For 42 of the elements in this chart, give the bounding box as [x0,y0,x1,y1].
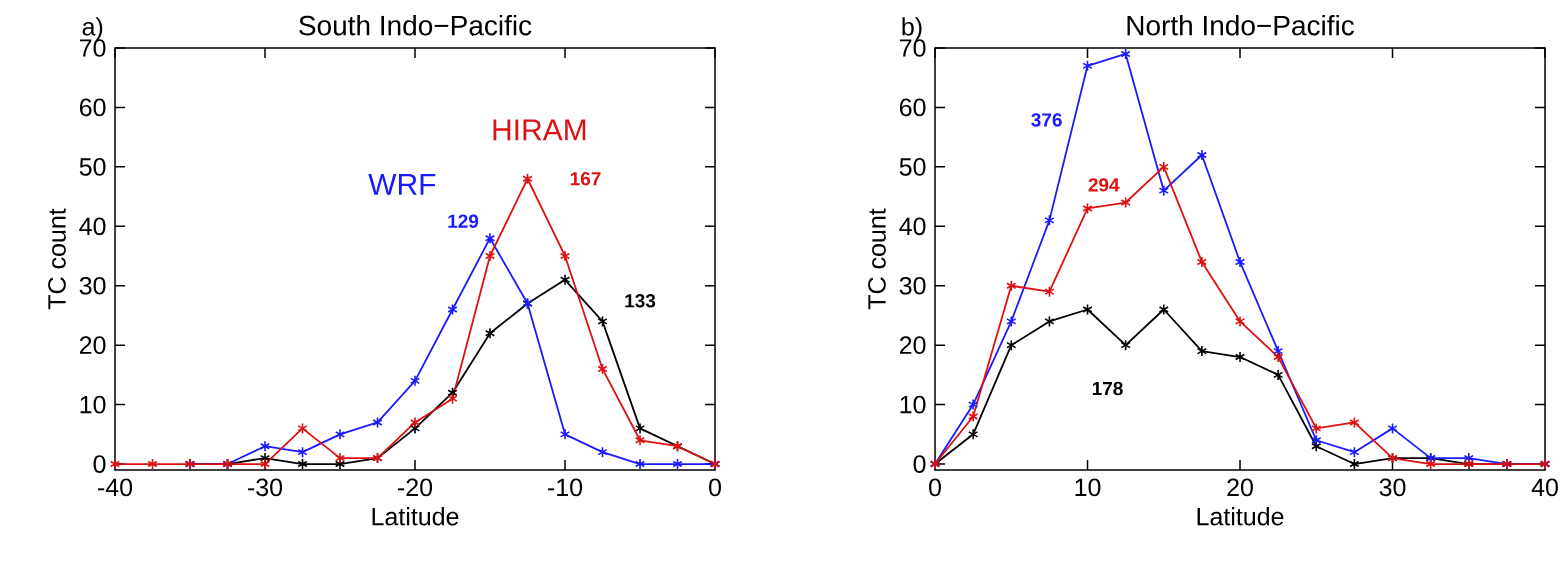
annotation: 376 [1031,113,1062,127]
x-tick-label: -40 [98,478,133,497]
y-tick-label: 70 [79,39,106,57]
chart-title: South Indo−Pacific [299,14,532,36]
y-tick-label: 40 [79,217,106,236]
x-tick-label: 30 [1379,478,1406,497]
text: WRF [368,174,436,195]
x-tick-label: 10 [1075,478,1101,497]
annotation: 167 [570,172,601,186]
annotation: 178 [1092,381,1123,396]
x-axis-title: Latitude [372,507,459,526]
y-axis-title: TC count [48,208,66,310]
y-tick-label: 60 [79,98,106,117]
x-tick-label: -10 [548,478,583,497]
y-tick-label: 30 [79,276,106,295]
y-tick-label: 70 [899,39,926,57]
x-tick-label: 0 [929,478,941,497]
text: b) [902,17,922,41]
chart-title: North Indo−Pacific [1127,14,1355,36]
y-tick-label: 50 [899,158,926,176]
annotation: 294 [1088,178,1120,192]
series-label: HIRAM [493,119,586,141]
text: a) [82,17,103,41]
y-tick-label: 10 [80,395,106,414]
y-tick-label: 0 [93,455,106,473]
y-tick-label: 20 [899,336,926,355]
y-tick-label: 30 [899,276,926,295]
annotation: 133 [625,294,656,308]
y-tick-label: 50 [79,158,106,176]
y-axis-title: TC count [868,208,886,310]
y-tick-label: 0 [913,455,926,473]
y-tick-label: 10 [900,395,926,414]
x-tick-label: 0 [709,478,721,497]
y-tick-label: 40 [899,217,926,236]
x-axis-title: Latitude [1197,507,1284,526]
annotation: 129 [448,214,479,228]
x-tick-label: 40 [1531,478,1558,497]
y-tick-label: 20 [79,336,106,355]
x-tick-label: -30 [248,478,283,497]
x-tick-label: 20 [1227,478,1253,497]
y-tick-label: 60 [899,98,926,117]
x-tick-label: -20 [398,478,433,497]
